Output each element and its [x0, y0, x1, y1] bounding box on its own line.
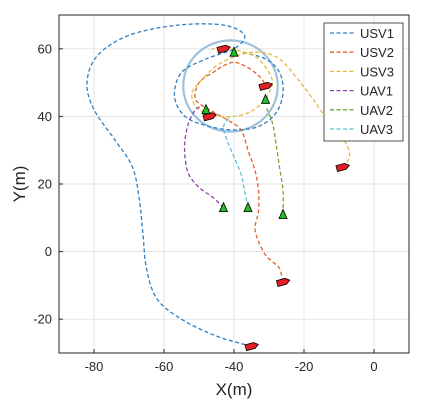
formation-boat-marker	[216, 44, 231, 54]
formation-arrow-marker	[229, 46, 239, 57]
y-tick-label: 60	[38, 41, 52, 56]
series-line-usv3	[191, 47, 351, 168]
legend-label: UAV1	[360, 84, 393, 99]
y-tick-label: 0	[45, 244, 52, 259]
series-line-uav1	[183, 105, 224, 209]
end-marker-uav3	[243, 201, 253, 213]
y-tick-label: 40	[38, 109, 52, 124]
marker-layer	[201, 44, 350, 352]
series-line-usv1	[86, 23, 284, 347]
x-tick-label: 0	[370, 359, 377, 374]
series-layer	[86, 23, 351, 347]
end-marker-usv2	[275, 277, 291, 287]
legend-box	[323, 22, 404, 142]
y-axis-label: Y(m)	[10, 166, 29, 203]
legend: USV1 USV2 USV3 UAV1 UAV2 UAV3	[323, 22, 404, 142]
formation-arrow-marker	[260, 93, 271, 104]
end-marker-usv1	[244, 342, 259, 352]
legend-label: USV2	[360, 45, 394, 60]
legend-label: USV1	[360, 26, 394, 41]
formation-circle	[182, 39, 279, 133]
legend-label: UAV2	[360, 103, 393, 118]
y-tick-label: -20	[33, 312, 52, 327]
formation-boat-marker	[258, 81, 273, 91]
formation-arrow-marker	[201, 103, 211, 115]
end-marker-usv3	[335, 163, 350, 173]
y-tick-label: 20	[38, 177, 52, 192]
x-tick-label: -80	[85, 359, 104, 374]
series-line-uav2	[264, 106, 284, 215]
end-marker-uav1	[218, 201, 229, 213]
x-tick-label: -40	[225, 359, 244, 374]
x-tick-label: -60	[155, 359, 174, 374]
end-marker-uav2	[278, 208, 288, 219]
legend-label: UAV3	[360, 122, 393, 137]
x-tick-label: -20	[295, 359, 314, 374]
legend-label: USV3	[360, 64, 394, 79]
series-line-usv2	[194, 61, 284, 283]
ticks: -80 -60 -40 -20 0 -20 0 20 40 60	[33, 41, 377, 374]
series-line-uav3	[222, 115, 249, 208]
x-axis-label: X(m)	[216, 380, 253, 399]
